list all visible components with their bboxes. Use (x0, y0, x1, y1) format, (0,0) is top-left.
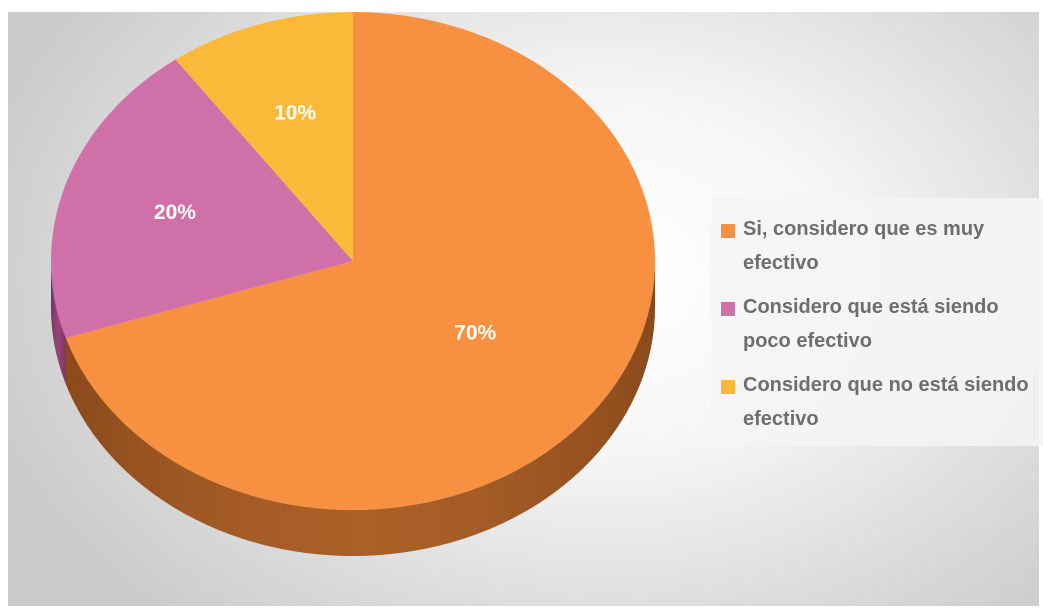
legend-label: Considero que está siendo poco efectivo (743, 296, 999, 352)
chart-area: 70% 20% 10% Si, considero que es muy efect… (8, 12, 1043, 606)
pie-slice-side-shade (51, 261, 66, 384)
legend-swatch (721, 302, 735, 316)
legend-label: Si, considero que es muy efectivo (743, 218, 985, 274)
slice-data-label: 20% (154, 201, 196, 224)
slice-data-label: 10% (274, 102, 316, 125)
pie-slice (51, 59, 354, 338)
legend-item-no-efectivo: Considero que no está siendo efectivo (721, 368, 1043, 436)
legend-item-muy-efectivo: Si, considero que es muy efectivo (721, 212, 1043, 280)
pie-slice (65, 12, 655, 510)
pie-slice-side-shade (65, 261, 655, 556)
pie-chart: 70% 20% 10% (51, 12, 655, 556)
legend: Si, considero que es muy efectivo Consid… (711, 198, 1043, 446)
legend-swatch (721, 224, 735, 238)
legend-label: Considero que no está siendo efectivo (743, 374, 1029, 430)
pie-slice (175, 12, 353, 261)
legend-item-poco-efectivo: Considero que está siendo poco efectivo (721, 290, 1043, 358)
slice-data-label: 70% (454, 322, 496, 345)
legend-swatch (721, 380, 735, 394)
